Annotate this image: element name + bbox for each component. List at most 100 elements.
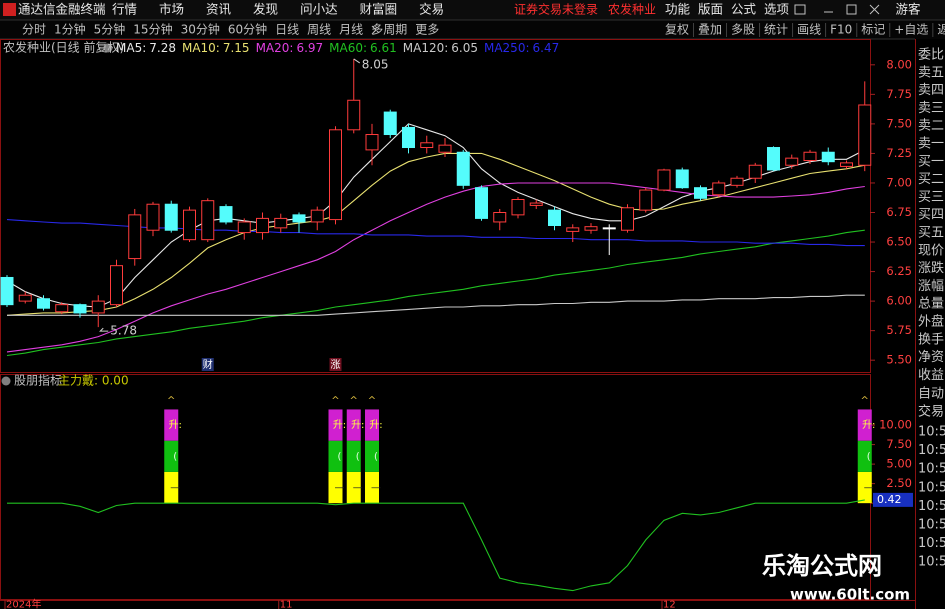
event-badge[interactable]: [201, 358, 214, 371]
notice[interactable]: 农发种业: [608, 2, 656, 17]
menu-item[interactable]: 市场: [159, 2, 184, 17]
quote-label: 净资: [918, 350, 944, 365]
ma-line: [7, 294, 865, 316]
legend-value: 6.97: [296, 41, 323, 55]
candle-body: [675, 169, 689, 189]
period-tab[interactable]: 月线: [339, 23, 363, 37]
notice[interactable]: 证券交易未登录: [514, 2, 598, 17]
period-tab[interactable]: 日线: [275, 23, 299, 37]
period-tab[interactable]: 分时: [22, 23, 46, 37]
legend-value: 7.28: [149, 41, 176, 55]
tool-button[interactable]: 标记: [861, 23, 885, 37]
candle-body: [201, 200, 215, 241]
quote-label: 总量: [918, 297, 944, 312]
quote-label: 买二: [918, 172, 944, 187]
indicator-panel-frame: [0, 374, 871, 600]
trade-time: 10:58: [918, 443, 945, 458]
trade-time: 10:58: [918, 536, 945, 551]
tool-button[interactable]: 返回: [937, 23, 945, 37]
x-tick-label: 11: [280, 600, 293, 609]
quote-label: 买五: [918, 226, 944, 241]
menu-item[interactable]: 行情: [112, 2, 137, 17]
menu-item[interactable]: 资讯: [206, 2, 232, 17]
period-tab[interactable]: 1分钟: [54, 22, 86, 37]
signal-segment: [328, 409, 343, 441]
legend-name: MA5:: [116, 41, 146, 55]
app-icon: [3, 3, 16, 16]
tool-button[interactable]: 复权: [665, 23, 689, 37]
candle-body: [730, 177, 744, 186]
signal-segment: [857, 471, 872, 504]
candle-body: [748, 164, 762, 179]
menu-item[interactable]: 交易: [419, 2, 444, 17]
period-tab[interactable]: 5分钟: [94, 22, 126, 37]
signal-label: 升:: [351, 419, 364, 431]
maximize-button[interactable]: [846, 4, 857, 15]
x-tick-label: 12: [663, 600, 676, 609]
signal-label: —: [371, 483, 381, 494]
candle-body: [292, 214, 306, 223]
indicator-legend: 主力戴: 0.00: [58, 373, 129, 388]
candle-body: [529, 202, 543, 206]
watermark-title: 乐淘公式网: [762, 552, 882, 580]
candle-body: [128, 214, 142, 260]
menu-item[interactable]: 公式: [731, 2, 757, 17]
menu-item[interactable]: 功能: [665, 2, 691, 17]
candle-body: [858, 104, 872, 166]
y-tick-label: 6.50: [886, 235, 912, 249]
quote-label: 卖一: [918, 137, 944, 152]
menu-item[interactable]: 选项: [764, 2, 789, 17]
candle-body: [456, 151, 470, 186]
signal-label: (: [356, 451, 360, 462]
legend-name: MA120:: [403, 41, 449, 55]
candle-body: [0, 276, 14, 306]
ma-line: [6, 182, 865, 353]
trade-label[interactable]: 自动: [918, 387, 944, 402]
tool-button[interactable]: +自选: [894, 23, 928, 37]
menu-item[interactable]: 财富圈: [360, 2, 398, 17]
period-tab[interactable]: 周线: [307, 23, 331, 37]
tool-button[interactable]: 多股: [731, 23, 755, 37]
period-tab[interactable]: 多周期: [371, 23, 407, 37]
toolbar: [0, 20, 945, 39]
period-tab[interactable]: 15分钟: [133, 22, 172, 37]
tool-button[interactable]: 叠加: [698, 23, 722, 37]
signal-segment: [365, 471, 379, 504]
signal-segment: [164, 440, 179, 472]
period-tab[interactable]: 60分钟: [228, 22, 267, 37]
trade-time: 10:58: [918, 499, 945, 514]
skin-button[interactable]: [794, 4, 806, 15]
candle-body: [548, 209, 561, 226]
annotation: 8.05: [362, 57, 389, 71]
current-value-box: [873, 492, 913, 507]
tool-button[interactable]: 统计: [764, 23, 788, 37]
legend-value: 6.47: [533, 41, 560, 55]
menu-item[interactable]: 版面: [698, 2, 723, 17]
candle-body: [821, 151, 835, 163]
user-label[interactable]: 游客: [895, 2, 921, 17]
menu-item[interactable]: 发现: [253, 2, 278, 17]
tool-button[interactable]: F10: [830, 23, 852, 37]
period-tab[interactable]: 30分钟: [181, 22, 220, 37]
tool-button[interactable]: 画线: [797, 23, 821, 37]
y-tick-label: 5.75: [886, 323, 912, 337]
period-tab[interactable]: 更多: [415, 23, 439, 37]
settings-icon[interactable]: [1, 376, 11, 386]
signal-segment: [346, 409, 361, 441]
candle-body: [584, 226, 598, 231]
more-arrow[interactable]: [371, 25, 377, 35]
menu-item[interactable]: 问小达: [300, 2, 338, 17]
candle-body: [602, 227, 616, 230]
candle-body: [91, 300, 105, 314]
y-tick-label: 8.00: [886, 57, 912, 71]
event-badge[interactable]: [329, 358, 342, 371]
main-panel-frame: [0, 39, 871, 373]
settings-icon[interactable]: [103, 43, 113, 53]
signal-label: —: [353, 483, 363, 494]
close-button[interactable]: [869, 4, 880, 15]
quote-label: 换手: [918, 332, 944, 347]
trade-label[interactable]: 交易: [918, 404, 944, 420]
signal-label: (: [867, 451, 871, 462]
y-tick-label: 6.25: [886, 264, 912, 278]
